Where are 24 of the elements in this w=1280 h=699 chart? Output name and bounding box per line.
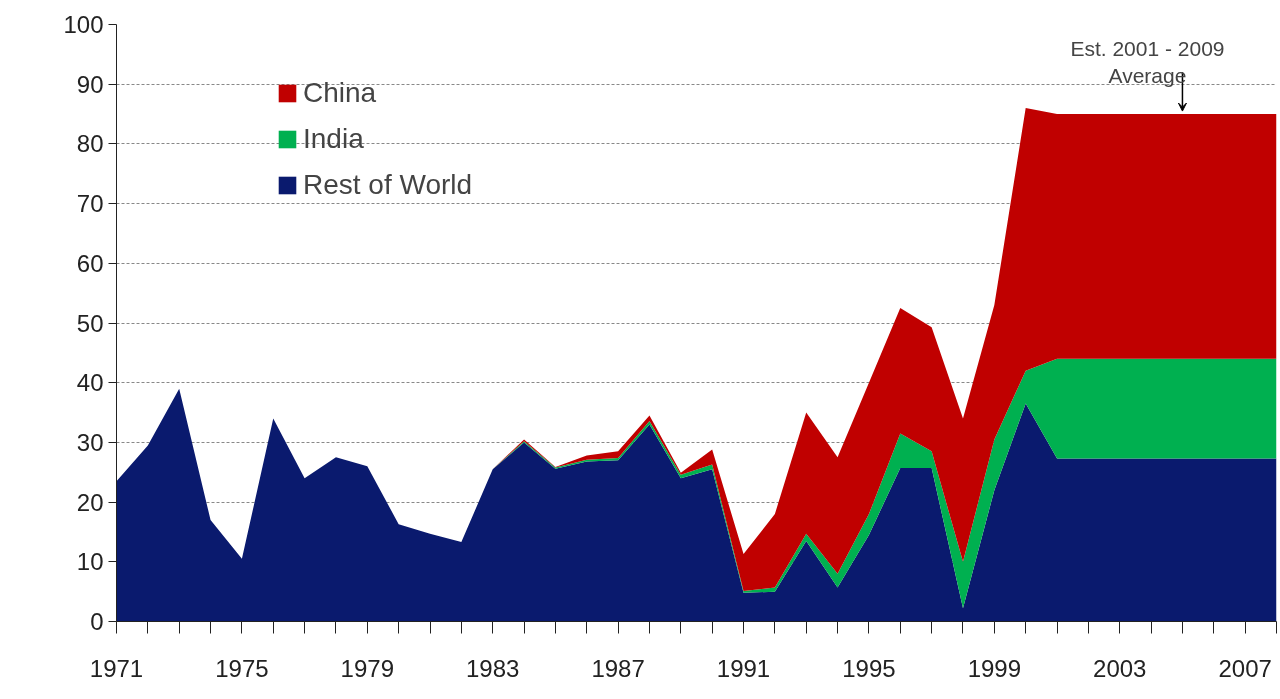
y-tick-label: 30 — [76, 428, 104, 456]
x-tick-label: 1983 — [466, 654, 520, 682]
legend-label: India — [303, 123, 364, 155]
y-tick-label: 90 — [76, 70, 104, 98]
y-tick-label: 40 — [76, 369, 104, 397]
x-tick-label: 2007 — [1218, 654, 1272, 682]
x-tick-label: 1975 — [215, 654, 269, 682]
x-tick-label: 1987 — [591, 654, 645, 682]
y-tick-label: 50 — [76, 309, 104, 337]
y-tick-label: 80 — [76, 130, 104, 158]
y-tick-label: 10 — [76, 548, 104, 576]
y-tick-label: 100 — [63, 11, 104, 38]
x-tick-label: 1979 — [340, 654, 395, 682]
x-tick-label: 1999 — [967, 654, 1022, 682]
x-tick-label: 1971 — [89, 654, 144, 682]
y-tick-label: 0 — [90, 608, 104, 635]
x-tick-label: 1995 — [842, 654, 896, 682]
y-tick-label: 70 — [76, 190, 104, 218]
legend-label: China — [303, 77, 377, 109]
x-tick-label: 2003 — [1093, 654, 1147, 682]
y-tick-label: 60 — [76, 249, 104, 277]
legend-label: Rest of World — [303, 169, 473, 201]
y-tick-label: 20 — [76, 488, 104, 516]
x-tick-label: 1991 — [716, 654, 771, 682]
